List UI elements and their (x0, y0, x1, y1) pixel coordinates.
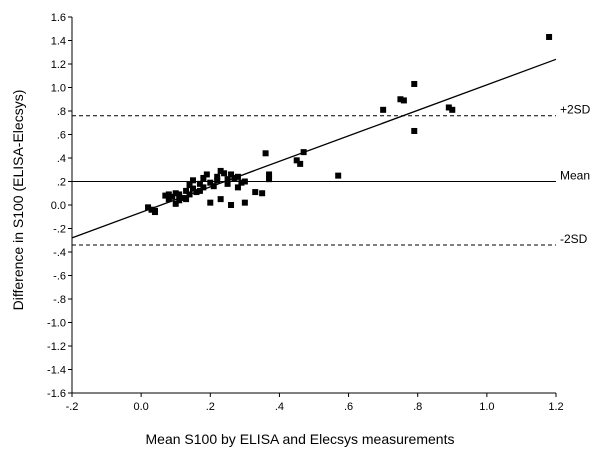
y-tick-label: .8 (57, 106, 66, 118)
y-tick-label: .4 (57, 153, 66, 165)
data-point (190, 177, 196, 184)
data-point (400, 97, 407, 104)
data-point (241, 199, 248, 206)
data-point (207, 199, 214, 206)
data-point (397, 96, 404, 103)
y-tick-label: 1.0 (51, 83, 66, 95)
x-tick-label: .2 (206, 401, 215, 413)
data-point (148, 206, 155, 213)
y-tick-label: .2 (57, 177, 66, 189)
x-tick-label: .4 (275, 401, 284, 413)
axes: 1.6 1.4 1.2 1.0 .8 .6 .4 .2 0.0 -.2 -.4 -.6 -.8 -1.0 -… (47, 12, 564, 413)
x-tick-label: 0.0 (133, 401, 148, 413)
data-point (228, 202, 235, 208)
y-tick-label: -1.2 (47, 341, 66, 353)
y-tick-label: -1.6 (47, 388, 66, 400)
reference-lines (72, 115, 556, 246)
x-tick-label: 1.2 (548, 401, 563, 413)
data-point (293, 157, 300, 164)
y-tick-label: -1.4 (47, 365, 66, 377)
data-point (259, 190, 266, 197)
data-point (445, 104, 452, 111)
x-ticks: -.2 0.0 .2 .4 .6 .8 1.0 1.2 (66, 393, 564, 413)
y-axis-title: Difference in S100 (ELISA-Elecsys) (10, 90, 26, 311)
data-point (162, 192, 169, 199)
data-point (335, 172, 342, 179)
data-points (145, 33, 553, 216)
x-tick-label: .6 (344, 401, 353, 413)
regression-line (71, 58, 557, 239)
data-point (297, 160, 304, 167)
data-point (183, 187, 190, 194)
data-point (266, 171, 273, 178)
data-point (172, 200, 179, 207)
data-point (241, 178, 248, 185)
data-point (196, 187, 203, 194)
data-point (145, 204, 152, 211)
data-point (193, 189, 200, 196)
x-axis-title: Mean S100 by ELISA and Elecsys measureme… (146, 431, 455, 447)
y-ticks: 1.6 1.4 1.2 1.0 .8 .6 .4 .2 0.0 -.2 -.4 -.6 -.8 -1.0 -… (47, 12, 72, 400)
y-tick-label: 1.4 (51, 36, 66, 48)
data-point (231, 174, 238, 181)
x-tick-label: .8 (413, 401, 422, 413)
data-point (190, 185, 196, 192)
data-point (210, 183, 217, 190)
x-tick-label: 1.0 (479, 401, 494, 413)
reference-label-plusminus-2sd: +2SD (560, 103, 591, 117)
regression-line-group (71, 58, 557, 239)
data-point (172, 190, 179, 197)
y-tick-label: -.8 (53, 294, 66, 306)
y-tick-label: 1.2 (51, 59, 66, 71)
data-point (449, 106, 456, 113)
data-point (169, 193, 176, 200)
y-tick-label: 1.6 (51, 12, 66, 24)
data-point (200, 174, 207, 181)
reference-labels: +2SD Mean -2SD (560, 103, 591, 246)
data-point (151, 207, 158, 214)
data-point (214, 173, 221, 180)
y-tick-label: -.4 (53, 247, 66, 259)
x-tick-label: -.2 (66, 401, 79, 413)
data-point (546, 33, 553, 40)
y-tick-label: -1.0 (47, 318, 66, 330)
data-point (186, 191, 193, 198)
data-point (214, 177, 221, 184)
data-point (380, 106, 387, 113)
y-tick-label: .6 (57, 130, 66, 142)
data-point (203, 171, 210, 178)
data-point (176, 191, 183, 198)
data-point (411, 80, 418, 87)
data-point (234, 173, 241, 180)
y-tick-label: -.6 (53, 271, 66, 283)
reference-label-minus-2sd: -2SD (560, 232, 588, 246)
data-point (266, 176, 273, 183)
data-point (183, 196, 190, 203)
data-point (179, 194, 186, 201)
data-point (165, 196, 172, 203)
y-tick-label: 0.0 (51, 200, 66, 212)
data-point (224, 176, 231, 183)
data-point (200, 184, 207, 191)
data-point (228, 171, 235, 178)
data-point (221, 170, 228, 177)
data-point (234, 184, 241, 191)
data-point (207, 179, 214, 186)
data-point (300, 149, 307, 156)
data-point (165, 191, 172, 198)
data-point (217, 196, 224, 203)
data-point (217, 167, 224, 174)
data-point (252, 189, 259, 196)
data-point (411, 127, 418, 134)
y-tick-label: -.2 (53, 224, 66, 236)
data-point (238, 179, 245, 186)
data-point (186, 182, 193, 189)
reference-label-mean: Mean (560, 169, 590, 183)
data-point (224, 180, 231, 187)
data-point (176, 197, 183, 204)
data-point (262, 150, 269, 157)
data-point (196, 180, 203, 187)
